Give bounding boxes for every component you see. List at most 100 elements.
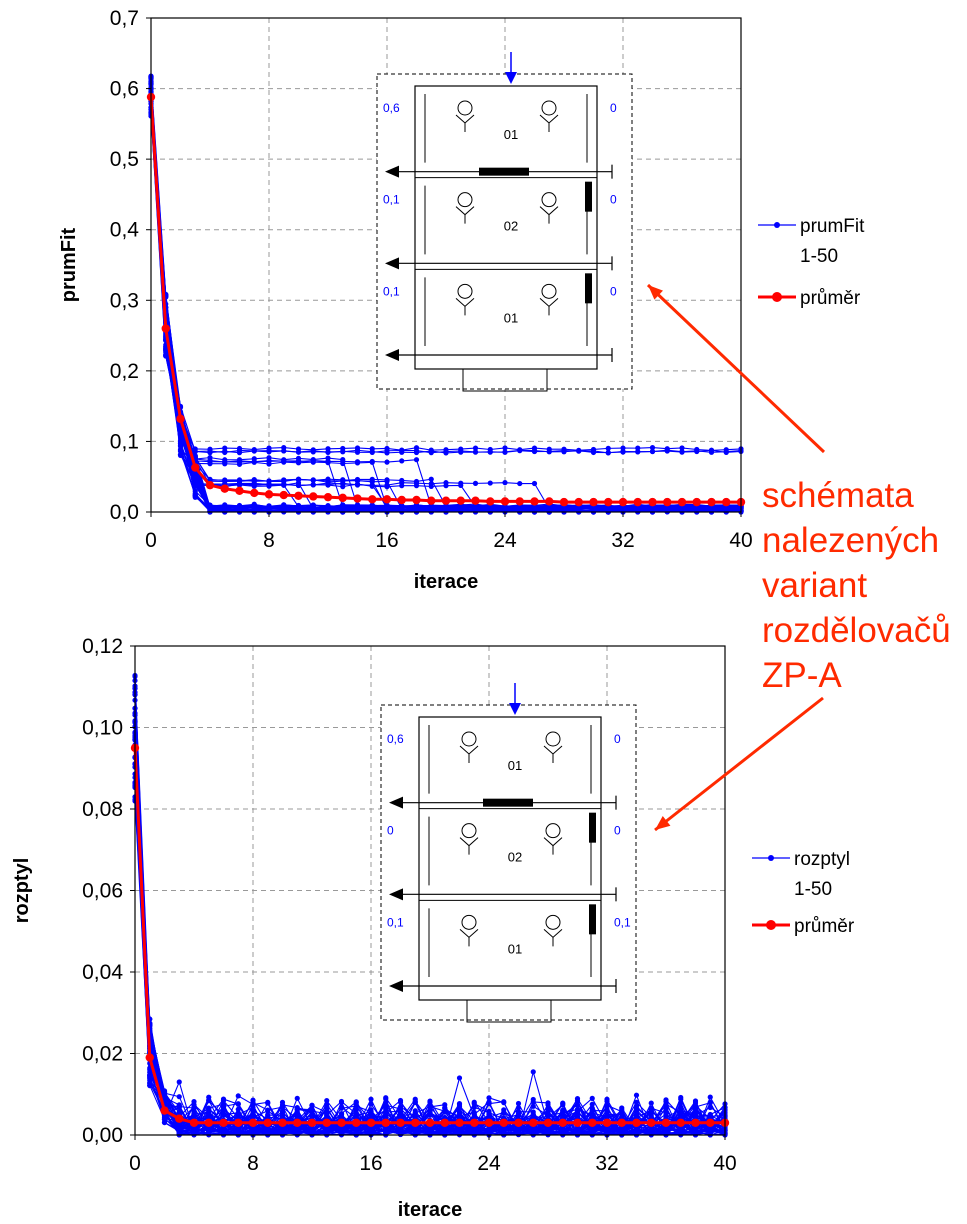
run-point: [501, 1107, 507, 1113]
x-tick-label: 16: [375, 529, 398, 552]
run-point: [161, 1095, 168, 1102]
run-point: [442, 1128, 448, 1134]
check-valve-icon: [457, 192, 473, 208]
run-point: [649, 448, 656, 455]
run-point: [265, 1099, 271, 1105]
run-point: [354, 476, 361, 483]
check-valve-seat: [455, 297, 475, 308]
mean-point: [396, 1118, 405, 1127]
run-point: [545, 1127, 551, 1133]
run-point: [266, 449, 272, 455]
run-point: [368, 1096, 374, 1102]
output-arrow-left: [389, 888, 403, 901]
run-point: [353, 1099, 359, 1106]
mean-point: [293, 1118, 302, 1127]
run-point: [279, 1102, 286, 1108]
run-point: [574, 1114, 581, 1120]
run-point: [147, 1075, 153, 1082]
run-point: [222, 445, 228, 451]
annotation-arrows: [646, 283, 826, 832]
flow-label-right: 0: [614, 732, 621, 746]
run-point: [502, 445, 508, 451]
x-tick-label: 24: [477, 1152, 501, 1175]
runs-group: [132, 672, 728, 1138]
run-point: [354, 504, 361, 511]
run-point: [222, 477, 228, 483]
run-point: [340, 460, 346, 467]
x-tick-label: 8: [247, 1152, 259, 1175]
mean-point: [381, 1118, 390, 1127]
run-point: [648, 1131, 654, 1137]
run-point: [369, 503, 375, 509]
run-point: [207, 455, 213, 461]
run-point: [589, 1107, 595, 1114]
run-point: [708, 447, 715, 453]
legend-label: 1-50: [800, 246, 838, 267]
run-point: [517, 480, 523, 487]
mean-point: [294, 491, 303, 500]
run-point: [265, 1127, 271, 1134]
run-point: [456, 1125, 463, 1131]
run-point: [530, 1069, 536, 1075]
mean-point: [250, 488, 259, 498]
y-tick-label: 0,6: [110, 78, 139, 101]
mean-point: [588, 1118, 597, 1127]
run-point: [413, 478, 420, 485]
run-point: [649, 507, 656, 513]
x-axis-title: iterace: [398, 1199, 463, 1221]
check-valve-seat: [539, 297, 559, 308]
run-point: [515, 1105, 522, 1111]
run-point: [222, 459, 228, 465]
run-point: [235, 1129, 241, 1135]
mean-point: [368, 495, 377, 504]
run-point: [340, 457, 346, 463]
throttle-block: [483, 798, 533, 807]
annotation-line: rozdělovačů: [762, 611, 951, 650]
section-label: 01: [504, 127, 518, 142]
run-point: [707, 1128, 713, 1134]
run-point: [456, 1075, 463, 1081]
mean-point: [589, 497, 598, 507]
annotation-line: ZP-A: [762, 656, 842, 695]
valve-schematic-inset: 01 0,6 0 02 0,1 0 01 0,1 0: [376, 52, 633, 392]
run-point: [413, 483, 420, 489]
run-point: [472, 508, 479, 514]
run-point: [530, 1109, 536, 1115]
run-point: [340, 445, 346, 452]
annotation-text: schémata nalezených variant rozdělovačů …: [762, 473, 967, 698]
run-point: [325, 503, 331, 509]
throttle-block: [585, 181, 592, 212]
run-point: [235, 1093, 241, 1099]
run-point: [163, 345, 169, 352]
run-point: [220, 1125, 227, 1131]
run-point: [368, 1126, 374, 1133]
section-label: 01: [508, 941, 522, 956]
y-tick-label: 0,7: [110, 7, 139, 30]
check-valve-icon: [541, 192, 557, 208]
annotation-line: nalezených: [762, 521, 940, 560]
run-point: [399, 458, 405, 464]
check-valve-icon: [541, 283, 557, 299]
mean-point: [176, 414, 185, 424]
run-point: [281, 508, 287, 514]
run-point: [531, 480, 538, 487]
y-tick-label: 0,10: [82, 717, 123, 740]
mean-point: [264, 490, 274, 499]
run-point: [679, 445, 685, 451]
x-tick-label: 0: [129, 1152, 141, 1175]
run-point: [663, 1129, 669, 1135]
run-point: [458, 482, 464, 489]
flow-label-right: 0: [610, 193, 617, 207]
mean-point: [530, 497, 539, 506]
run-point: [295, 482, 302, 489]
section-label: 02: [504, 219, 518, 234]
mean-point: [425, 1118, 435, 1127]
y-tick-label: 0,04: [82, 961, 123, 984]
run-point: [561, 508, 567, 514]
run-point: [279, 1111, 286, 1117]
run-point: [472, 503, 479, 509]
run-point: [692, 1100, 699, 1106]
y-tick-label: 0,4: [110, 219, 140, 242]
run-point: [236, 477, 243, 483]
